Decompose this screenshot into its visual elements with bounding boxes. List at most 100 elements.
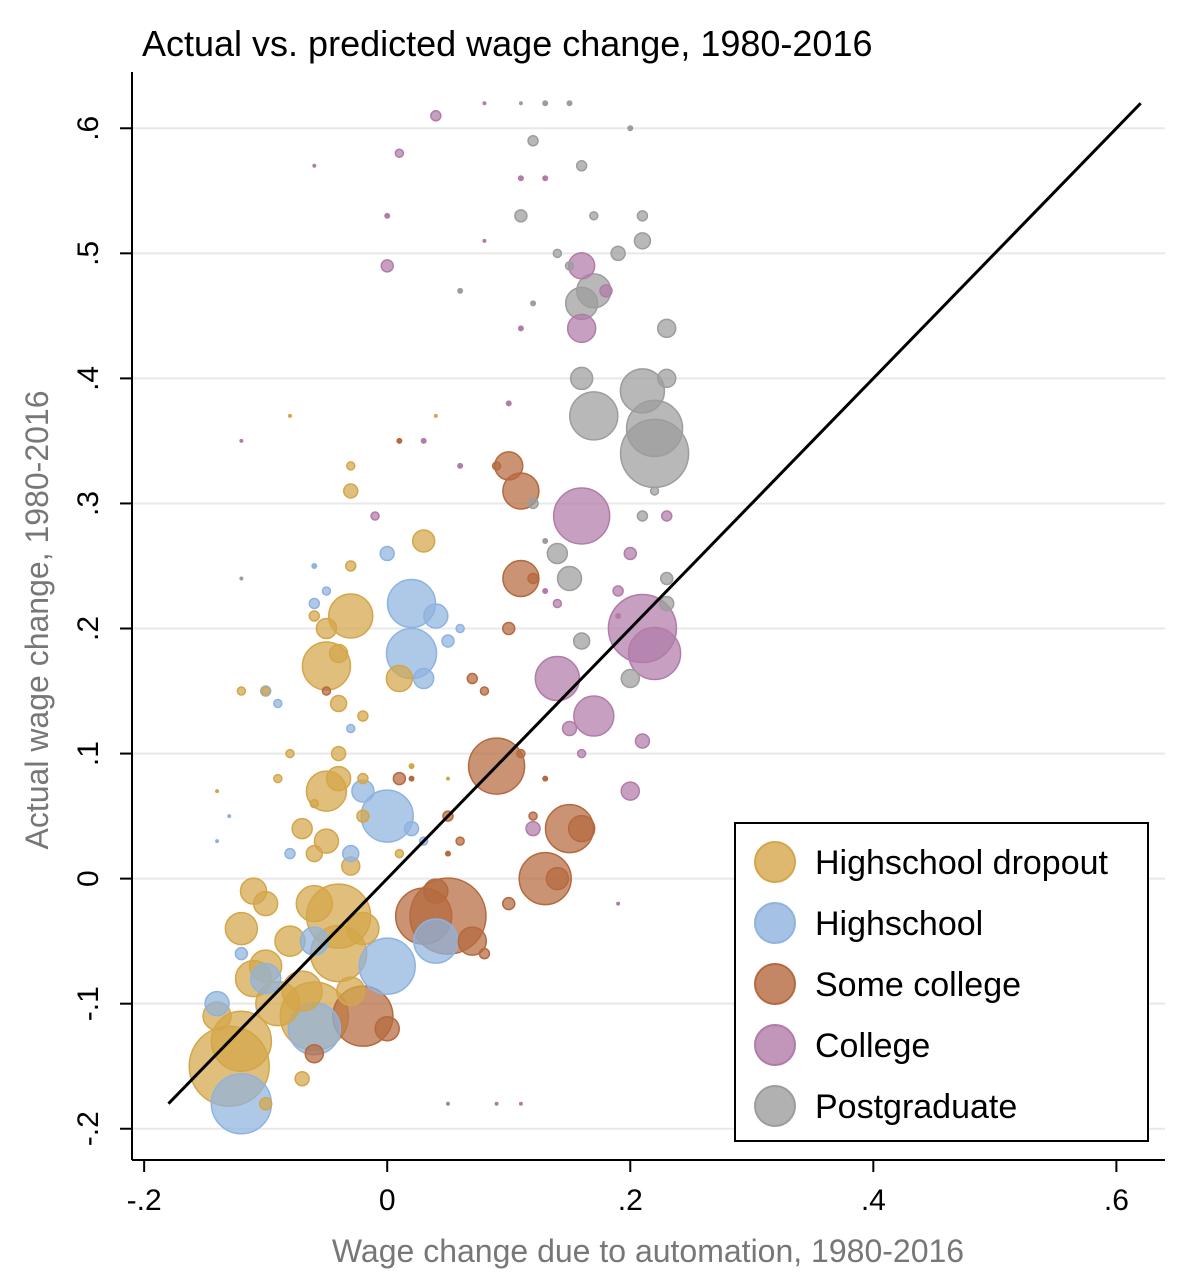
data-point — [542, 587, 549, 594]
data-point — [649, 486, 660, 496]
data-point — [346, 911, 380, 946]
data-point — [336, 976, 366, 1006]
data-point — [311, 562, 318, 569]
data-point — [403, 820, 420, 837]
data-point — [308, 610, 321, 622]
x-ticks: -.2 0 .2 .4 .6 — [127, 1160, 1129, 1217]
data-point — [433, 413, 438, 418]
data-point — [380, 259, 394, 273]
data-point — [273, 773, 283, 784]
data-point — [343, 483, 359, 499]
legend-box — [734, 822, 1149, 1142]
data-point — [656, 318, 677, 339]
grid-lines — [132, 127, 1165, 1130]
data-point — [567, 814, 596, 843]
data-point — [385, 664, 414, 693]
data-point — [552, 598, 563, 609]
data-point — [482, 238, 487, 243]
data-point — [658, 595, 675, 612]
data-point — [295, 884, 334, 923]
data-point — [204, 990, 230, 1017]
data-point — [315, 617, 338, 640]
data-point — [444, 850, 451, 857]
data-point — [482, 101, 487, 106]
y-tick-label: 0 — [72, 870, 105, 887]
legend: Highschool dropout Highschool Some college… — [734, 822, 1149, 1142]
data-point — [517, 325, 524, 332]
data-point — [291, 817, 313, 840]
data-point — [530, 300, 537, 307]
data-point — [252, 890, 279, 917]
data-point — [285, 748, 295, 759]
data-point — [542, 775, 549, 782]
data-point — [224, 911, 259, 946]
data-point — [273, 698, 283, 709]
data-point — [234, 946, 249, 961]
data-point — [518, 851, 572, 906]
data-point — [636, 210, 649, 222]
data-point — [620, 781, 641, 801]
data-point — [394, 848, 405, 859]
data-point — [505, 400, 512, 407]
data-point — [566, 100, 573, 107]
legend-label: Postgraduate — [815, 1088, 1017, 1126]
data-point — [281, 970, 323, 1012]
data-point — [328, 593, 374, 639]
data-point — [357, 772, 369, 785]
data-point — [466, 672, 479, 685]
y-tick-label: .6 — [72, 116, 105, 141]
data-point — [239, 576, 244, 581]
data-point — [573, 695, 615, 737]
data-point — [627, 125, 634, 132]
data-point — [619, 368, 666, 414]
data-point — [328, 643, 349, 664]
data-point — [408, 775, 415, 782]
y-tick-label: -.1 — [72, 986, 105, 1021]
data-point — [502, 559, 540, 598]
data-point — [517, 175, 524, 182]
data-point — [516, 748, 526, 759]
legend-label: Highschool dropout — [815, 844, 1109, 882]
data-point — [215, 839, 220, 844]
data-point — [610, 245, 626, 262]
data-point — [589, 211, 599, 221]
data-point — [525, 820, 541, 837]
data-point — [330, 745, 347, 762]
y-tick-label: .1 — [72, 741, 105, 766]
data-point — [552, 248, 563, 259]
data-point — [379, 545, 395, 562]
data-point — [623, 546, 638, 561]
y-tick-label: .2 — [72, 616, 105, 641]
data-point — [321, 686, 332, 696]
data-point — [412, 667, 435, 690]
data-point — [615, 613, 622, 619]
data-point — [491, 461, 502, 471]
data-point — [441, 634, 455, 648]
data-point — [308, 597, 321, 610]
data-point — [576, 748, 587, 759]
data-point — [408, 763, 415, 770]
data-point — [569, 366, 594, 391]
data-point — [545, 866, 570, 891]
data-point — [346, 723, 356, 734]
data-point — [569, 391, 619, 441]
data-point — [423, 603, 449, 629]
data-point — [287, 413, 292, 418]
data-point — [478, 947, 491, 960]
data-point — [358, 937, 416, 995]
data-point — [325, 765, 352, 792]
data-point — [420, 437, 427, 444]
data-point — [374, 1015, 400, 1042]
data-point — [552, 487, 611, 545]
data-point — [357, 710, 369, 722]
data-point — [392, 771, 407, 786]
data-point — [309, 798, 320, 809]
data-point — [294, 1070, 310, 1087]
data-point — [445, 776, 450, 781]
data-point — [542, 175, 549, 182]
x-tick-label: 0 — [379, 1184, 396, 1217]
data-point — [633, 232, 652, 250]
data-point — [518, 1101, 523, 1106]
data-point — [342, 844, 360, 863]
